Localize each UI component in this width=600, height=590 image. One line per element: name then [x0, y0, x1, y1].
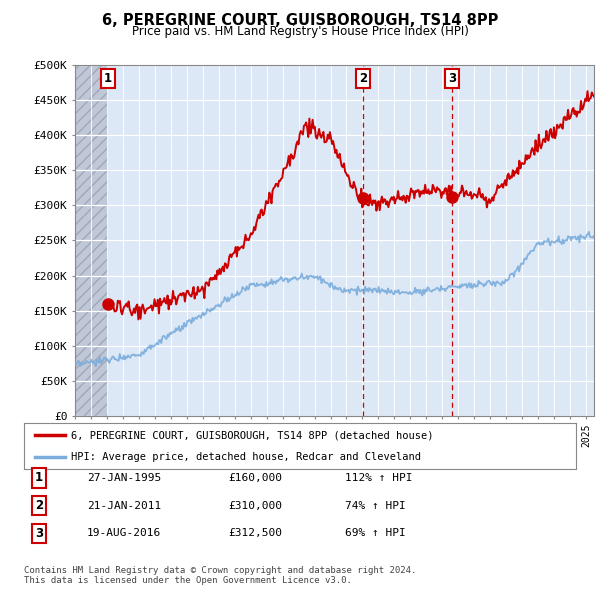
Text: 74% ↑ HPI: 74% ↑ HPI [345, 501, 406, 510]
Text: 19-AUG-2016: 19-AUG-2016 [87, 529, 161, 538]
Text: 2: 2 [359, 73, 367, 86]
Text: 3: 3 [35, 527, 43, 540]
Text: 3: 3 [448, 73, 457, 86]
Text: 112% ↑ HPI: 112% ↑ HPI [345, 473, 413, 483]
Text: 69% ↑ HPI: 69% ↑ HPI [345, 529, 406, 538]
Text: 1: 1 [104, 73, 112, 86]
Text: Price paid vs. HM Land Registry's House Price Index (HPI): Price paid vs. HM Land Registry's House … [131, 25, 469, 38]
Text: 27-JAN-1995: 27-JAN-1995 [87, 473, 161, 483]
Text: 21-JAN-2011: 21-JAN-2011 [87, 501, 161, 510]
Text: £310,000: £310,000 [228, 501, 282, 510]
Text: 1: 1 [35, 471, 43, 484]
Text: 6, PEREGRINE COURT, GUISBOROUGH, TS14 8PP: 6, PEREGRINE COURT, GUISBOROUGH, TS14 8P… [102, 13, 498, 28]
Text: £312,500: £312,500 [228, 529, 282, 538]
Text: HPI: Average price, detached house, Redcar and Cleveland: HPI: Average price, detached house, Redc… [71, 451, 421, 461]
Text: 6, PEREGRINE COURT, GUISBOROUGH, TS14 8PP (detached house): 6, PEREGRINE COURT, GUISBOROUGH, TS14 8P… [71, 431, 433, 441]
Text: Contains HM Land Registry data © Crown copyright and database right 2024.
This d: Contains HM Land Registry data © Crown c… [24, 566, 416, 585]
Text: 2: 2 [35, 499, 43, 512]
Text: £160,000: £160,000 [228, 473, 282, 483]
Bar [75, 65, 108, 416]
